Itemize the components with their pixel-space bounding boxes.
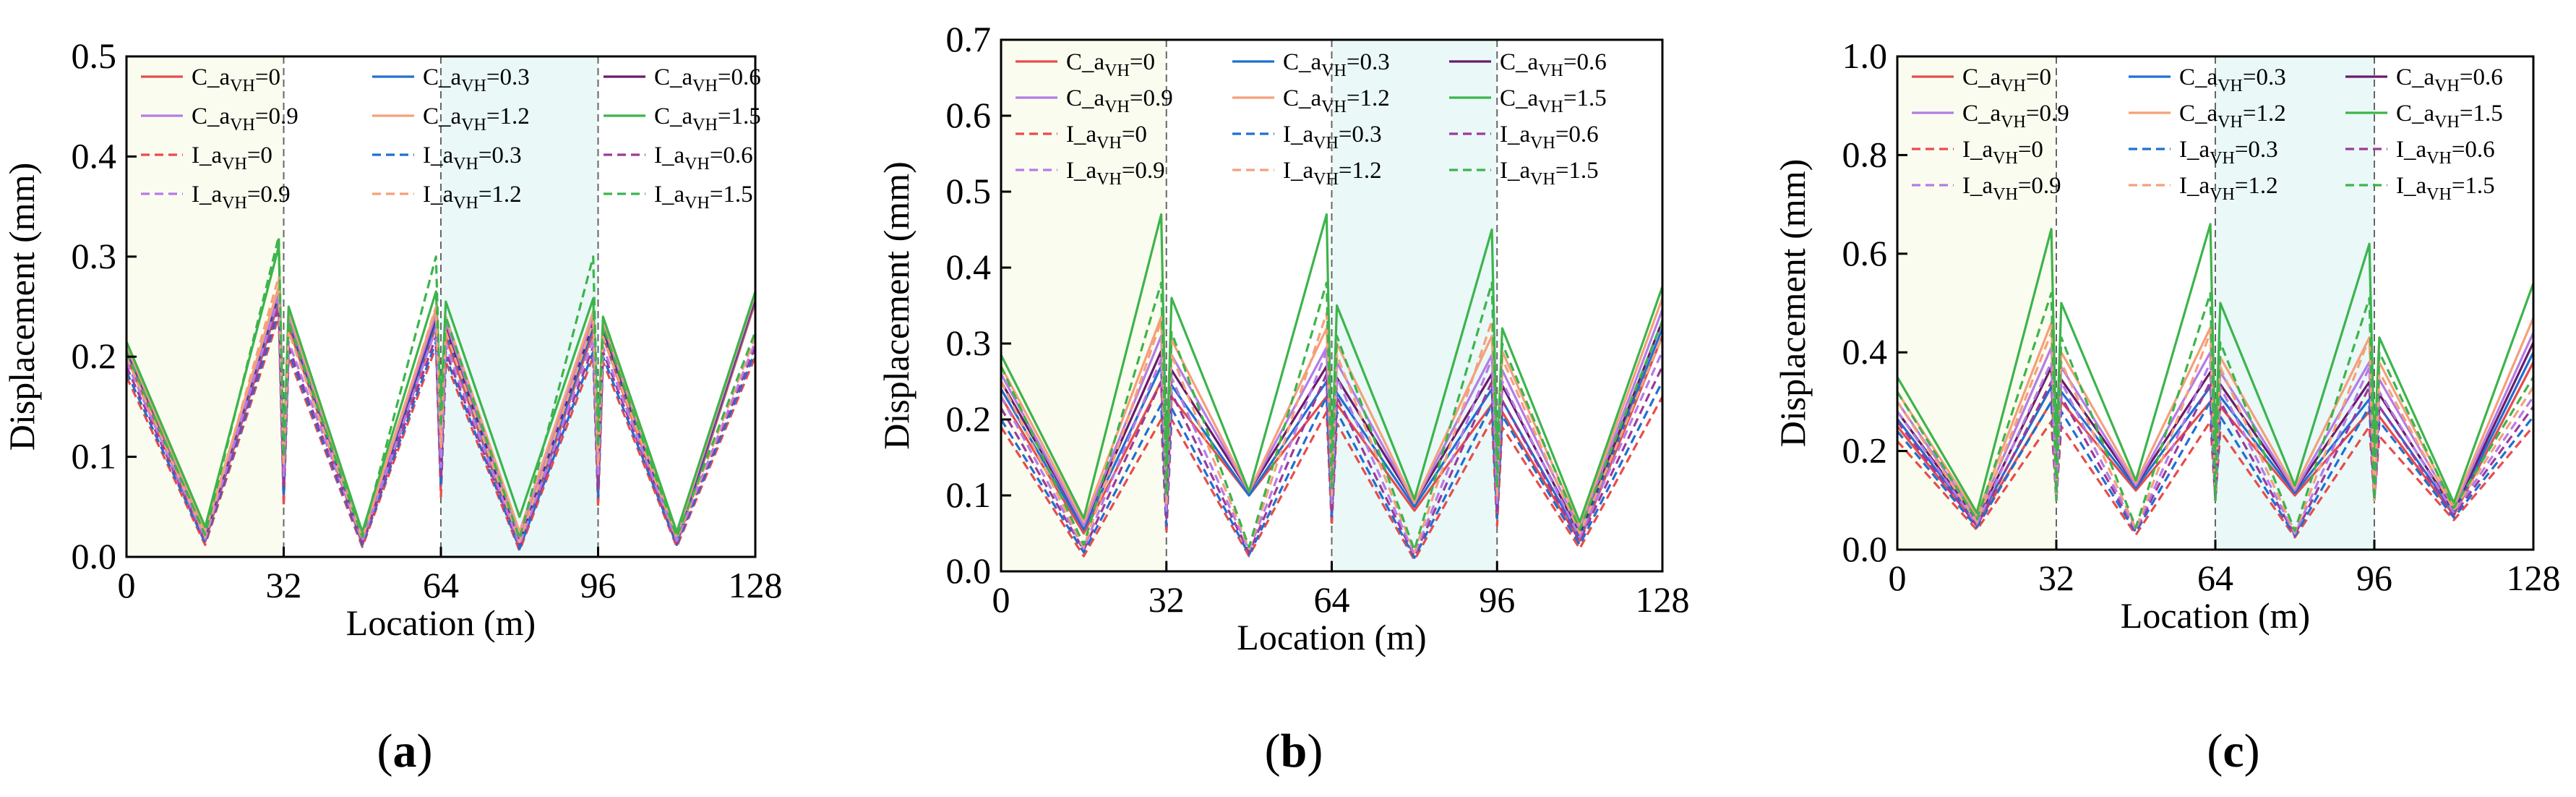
x-tick-label: 128 [2507, 558, 2561, 598]
legend-label: I_aVH=0.9 [192, 182, 291, 213]
chart-panel-c: 0 32 64 96 128 0.0 0.2 0.4 0.6 0.8 1.0 Location (m)… [1772, 35, 2561, 777]
shaded-span [441, 56, 598, 557]
y-tick-label: 0.2 [1842, 430, 1888, 471]
legend-label: C_aVH=0.6 [654, 64, 761, 95]
legend-label: C_aVH=0.3 [423, 64, 530, 95]
legend-label: C_aVH=0.3 [1283, 49, 1390, 80]
y-axis-title: Displacement (mm) [876, 161, 916, 450]
panel-label: (c) [2207, 725, 2259, 777]
x-tick-label: 64 [423, 565, 459, 605]
x-tick-label: 32 [266, 565, 302, 605]
panel-label: (b) [1265, 725, 1323, 777]
legend-label: I_aVH=0.3 [423, 142, 522, 174]
legend-label: I_aVH=1.2 [423, 182, 522, 213]
shaded-span [2215, 56, 2374, 550]
legend-label: I_aVH=0.9 [1066, 158, 1165, 189]
legend-label: C_aVH=0.9 [1066, 85, 1173, 116]
y-tick-label: 0.5 [72, 35, 117, 76]
legend-label: C_aVH=0.9 [192, 103, 299, 135]
x-tick-label: 64 [2197, 558, 2233, 598]
y-tick-label: 0.1 [72, 436, 117, 477]
y-tick-label: 0.2 [72, 336, 117, 376]
legend-label: I_aVH=0.3 [2179, 137, 2278, 168]
legend-label: C_aVH=1.2 [2179, 101, 2286, 132]
y-tick-label: 0.5 [946, 171, 992, 211]
legend-label: I_aVH=0 [192, 142, 272, 174]
legend-label: I_aVH=1.2 [1283, 158, 1382, 189]
series-line [1000, 281, 1664, 552]
y-tick-label: 1.0 [1842, 35, 1888, 76]
y-tick-label: 0.4 [72, 135, 117, 176]
shaded-span [1001, 40, 1167, 571]
x-tick-label: 96 [580, 565, 617, 605]
legend-label: I_aVH=0.3 [1283, 122, 1382, 153]
legend-label: I_aVH=0.6 [654, 142, 753, 174]
legend-label: C_aVH=0 [1962, 64, 2051, 95]
y-tick-label: 0.8 [1842, 134, 1888, 174]
y-tick-label: 0.4 [1842, 331, 1888, 372]
legend-label: I_aVH=1.5 [2396, 173, 2495, 204]
series-line [125, 235, 757, 540]
legend-label: C_aVH=0.3 [2179, 64, 2286, 95]
y-tick-label: 0.6 [946, 95, 992, 135]
x-tick-label: 0 [1889, 558, 1907, 598]
y-tick-label: 0.6 [1842, 233, 1888, 273]
x-tick-label: 128 [729, 565, 783, 605]
legend-label: C_aVH=0 [192, 64, 280, 95]
x-axis-title: Location (m) [346, 602, 536, 643]
y-axis-title: Displacement (mm) [1772, 159, 1813, 448]
y-tick-label: 0.0 [72, 536, 117, 576]
legend-label: C_aVH=1.5 [1500, 85, 1607, 116]
shaded-span [1897, 56, 2056, 550]
legend-label: I_aVH=0.6 [2396, 137, 2495, 168]
legend-label: C_aVH=0.6 [2396, 64, 2503, 95]
shaded-span [1331, 40, 1498, 571]
x-tick-label: 64 [1314, 579, 1350, 620]
legend-label: C_aVH=1.2 [423, 103, 530, 135]
y-tick-label: 0.1 [946, 474, 992, 515]
x-tick-label: 0 [118, 565, 136, 605]
y-tick-label: 0.2 [946, 399, 992, 439]
x-tick-label: 128 [1636, 579, 1690, 620]
legend-label: I_aVH=1.2 [2179, 173, 2278, 204]
x-tick-label: 32 [2038, 558, 2074, 598]
x-axis-title: Location (m) [2121, 595, 2310, 636]
legend-label: C_aVH=1.2 [1283, 85, 1390, 116]
legend-label: I_aVH=0 [1962, 137, 2043, 168]
x-tick-label: 0 [992, 579, 1010, 620]
legend-label: I_aVH=0 [1066, 122, 1147, 153]
legend-label: C_aVH=0.9 [1962, 101, 2069, 132]
x-axis-title: Location (m) [1237, 617, 1426, 657]
legend-label: I_aVH=0.9 [1962, 173, 2061, 204]
legend-label: I_aVH=1.5 [1500, 158, 1599, 189]
legend-label: C_aVH=0.6 [1500, 49, 1607, 80]
y-tick-label: 0.0 [946, 550, 992, 591]
x-tick-label: 96 [1479, 579, 1515, 620]
legend: C_aVH=0 C_aVH=0.3 C_aVH=0.6 C_aVH=0.9 C_aVH=… [1016, 49, 1607, 189]
legend-label: C_aVH=1.5 [2396, 101, 2503, 132]
y-tick-label: 0.3 [946, 323, 992, 363]
series-line [1896, 291, 2535, 532]
legend-label: C_aVH=0 [1066, 49, 1155, 80]
x-tick-label: 96 [2356, 558, 2392, 598]
legend: C_aVH=0 C_aVH=0.3 C_aVH=0.6 C_aVH=0.9 C_aVH=… [141, 64, 761, 213]
y-tick-label: 0.3 [72, 236, 117, 276]
chart-panel-b: 0 32 64 96 128 0.0 0.1 0.2 0.3 0.4 0.5 0.6 0.7 Locati… [876, 19, 1690, 777]
x-tick-label: 32 [1149, 579, 1185, 620]
series-line [1896, 223, 2535, 514]
chart-panel-a: 0 32 64 96 128 0.0 0.1 0.2 0.3 0.4 0.5 Location (m)… [1, 35, 783, 777]
y-tick-label: 0.0 [1842, 529, 1888, 569]
legend: C_aVH=0 C_aVH=0.3 C_aVH=0.6 C_aVH=0.9 C_aVH=… [1912, 64, 2503, 204]
shaded-span [126, 56, 284, 557]
panel-label: (a) [377, 725, 433, 777]
legend-label: I_aVH=0.6 [1500, 122, 1599, 153]
y-tick-label: 0.7 [946, 19, 992, 59]
legend-label: C_aVH=1.5 [654, 103, 761, 135]
y-axis-title: Displacement (mm) [1, 163, 42, 451]
y-tick-label: 0.4 [946, 247, 992, 287]
legend-label: I_aVH=1.5 [654, 182, 753, 213]
